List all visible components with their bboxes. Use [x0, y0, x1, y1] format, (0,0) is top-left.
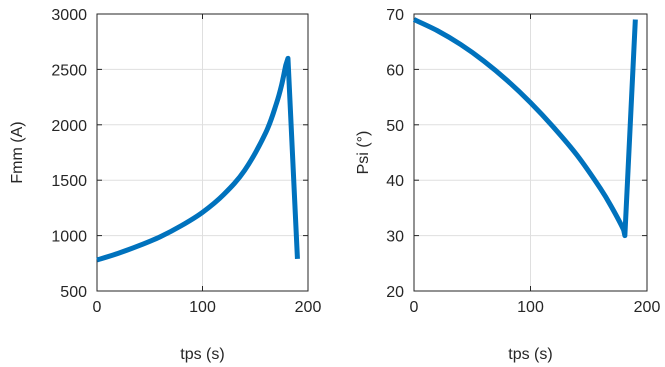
fmm-xtick-label-200: 200: [295, 299, 322, 316]
fmm-ytick-label-1000: 1000: [51, 229, 87, 246]
psi-ytick-label-40: 40: [386, 173, 404, 190]
psi-x-axis-label: tps (s): [508, 346, 552, 363]
fmm-xtick-label-0: 0: [93, 299, 102, 316]
fmm-x-axis-label: tps (s): [180, 346, 224, 363]
fmm-ytick-label-2000: 2000: [51, 118, 87, 135]
chart-fmm-vs-tps: 0 100 200 500 1000 1500 2000 2500 3000 tps (s) Fmm…: [9, 7, 321, 363]
fmm-y-axis-label: Fmm (A): [9, 121, 26, 183]
fmm-ytick-label-3000: 3000: [51, 7, 87, 24]
psi-ytick-label-60: 60: [386, 62, 404, 79]
fmm-ytick-label-2500: 2500: [51, 62, 87, 79]
psi-xtick-label-100: 100: [517, 299, 544, 316]
fmm-ytick-label-500: 500: [60, 284, 87, 301]
fmm-xtick-label-100: 100: [189, 299, 216, 316]
chart-psi-vs-tps: 0 100 200 20 30 40 50 60 70 tps (s) Psi (°): [355, 7, 660, 363]
psi-xtick-label-0: 0: [410, 299, 419, 316]
fmm-ytick-label-1500: 1500: [51, 173, 87, 190]
psi-y-axis-label: Psi (°): [355, 131, 372, 175]
psi-ytick-label-70: 70: [386, 7, 404, 24]
psi-xtick-label-200: 200: [634, 299, 661, 316]
psi-ytick-label-20: 20: [386, 284, 404, 301]
psi-ytick-label-30: 30: [386, 229, 404, 246]
psi-ytick-label-50: 50: [386, 118, 404, 135]
fmm-series-line: [96, 55, 300, 263]
psi-series-line: [412, 17, 638, 239]
